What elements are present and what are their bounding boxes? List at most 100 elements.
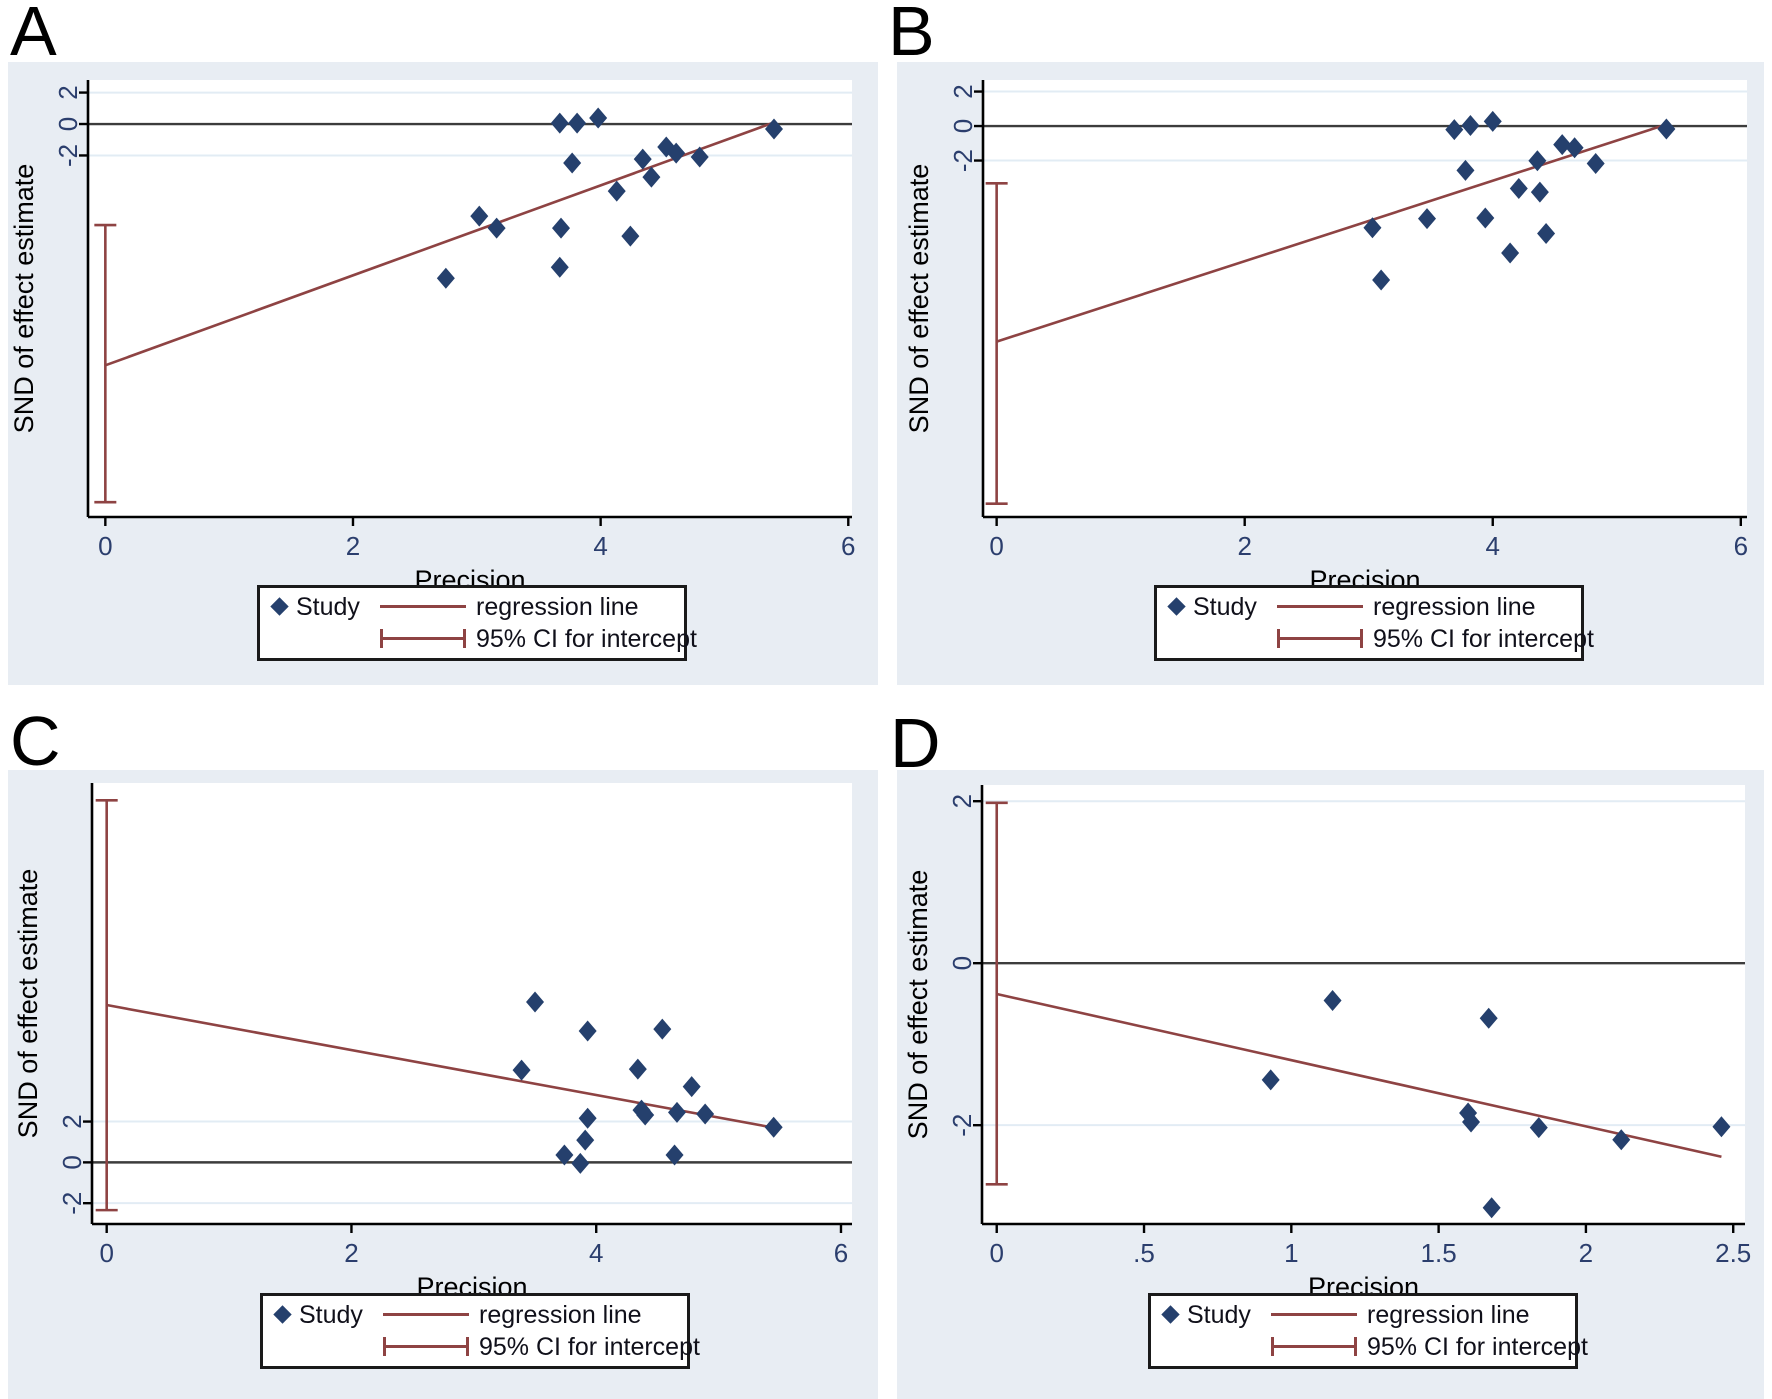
- svg-text:0: 0: [57, 1155, 87, 1169]
- study-point-marker: [576, 1129, 595, 1151]
- svg-text:0: 0: [53, 117, 83, 131]
- study-point-marker: [526, 991, 545, 1013]
- legend-regression-label: regression line: [1367, 1301, 1530, 1329]
- study-point-marker: [1612, 1129, 1631, 1151]
- panel-label-a: A: [10, 0, 57, 70]
- gridlines: [92, 1120, 852, 1205]
- regression-line-icon: [380, 605, 466, 608]
- study-point-marker: [555, 1144, 574, 1166]
- study-points: [436, 107, 783, 289]
- axes: [980, 785, 1745, 1226]
- panel-a-legend: Study regression line 95% CI for interce…: [257, 585, 697, 661]
- legend-study-label: Study: [299, 1301, 363, 1329]
- study-point-marker: [665, 1144, 684, 1166]
- study-point-marker: [607, 180, 626, 202]
- regression-line: [106, 1003, 774, 1129]
- ci-for-intercept-bar: [94, 223, 117, 504]
- tick-marks: [974, 90, 1742, 526]
- study-point-marker: [487, 217, 506, 239]
- svg-text:2: 2: [948, 84, 978, 98]
- regression-line-icon: [1277, 605, 1363, 608]
- study-point-marker: [1462, 1111, 1481, 1133]
- svg-text:-2: -2: [948, 149, 978, 172]
- ci-interval-icon: [1271, 1337, 1357, 1356]
- plot-background: [983, 80, 1747, 517]
- study-point-marker: [1476, 207, 1495, 229]
- study-point-marker: [1528, 150, 1547, 172]
- study-point-marker: [628, 1058, 647, 1080]
- study-point-marker: [552, 217, 571, 239]
- study-point-marker: [578, 1107, 597, 1129]
- svg-text:2: 2: [57, 1114, 87, 1128]
- plot-background: [982, 785, 1745, 1224]
- plot-background: [92, 783, 852, 1224]
- study-points: [512, 991, 783, 1174]
- axes: [90, 783, 852, 1226]
- study-points: [1261, 989, 1731, 1219]
- study-point-marker: [550, 256, 569, 278]
- panel-label-c: C: [10, 702, 61, 780]
- svg-text:2: 2: [53, 85, 83, 99]
- study-point-marker: [1456, 159, 1475, 181]
- svg-text:2: 2: [1579, 1238, 1593, 1268]
- study-point-marker: [653, 1018, 672, 1040]
- panel-label-d: D: [890, 704, 941, 782]
- regression-line-icon: [1271, 1313, 1357, 1316]
- tick-labels: 0 2 4 6 2 0 -2: [53, 85, 856, 561]
- svg-text:0: 0: [947, 956, 977, 970]
- panel-b: 0 2 4 6 2 0 -2 Precision SND of effect estimate …: [897, 62, 1764, 685]
- study-point-marker: [657, 136, 676, 158]
- legend-row: Study regression line: [1157, 590, 1581, 624]
- axes: [86, 80, 852, 519]
- gridlines: [983, 90, 1747, 162]
- study-point-marker: [1537, 222, 1556, 244]
- study-point-marker: [764, 118, 783, 140]
- study-point-marker: [550, 112, 569, 134]
- y-axis-title: SND of effect estimate: [9, 164, 39, 434]
- svg-text:1: 1: [1284, 1238, 1298, 1268]
- panel-c: 0 2 4 6 2 0 -2 Precision SND of effect estimate …: [8, 770, 878, 1399]
- legend-study-label: Study: [1193, 593, 1257, 621]
- study-point-marker: [563, 152, 582, 174]
- regression-line: [996, 123, 1666, 343]
- svg-text:2: 2: [1237, 531, 1251, 561]
- svg-text:4: 4: [593, 531, 607, 561]
- svg-text:4: 4: [589, 1238, 603, 1268]
- study-point-marker: [1509, 177, 1528, 199]
- study-point-marker: [642, 166, 661, 188]
- study-point-marker: [1323, 989, 1342, 1011]
- panel-d: 0.5 1 1.5 2 2.5 2 0 -2 Precision SND of effect es…: [897, 770, 1764, 1399]
- study-point-marker: [1445, 119, 1464, 141]
- svg-text:2: 2: [947, 794, 977, 808]
- study-point-marker: [1363, 217, 1382, 239]
- svg-text:0: 0: [948, 119, 978, 133]
- study-point-marker: [682, 1076, 701, 1098]
- ci-interval-icon: [383, 1337, 469, 1356]
- regression-line: [996, 992, 1722, 1159]
- study-marker-icon: [1161, 1305, 1180, 1324]
- study-point-marker: [667, 1101, 686, 1123]
- legend-regression-label: regression line: [476, 593, 639, 621]
- study-point-marker: [1261, 1069, 1280, 1091]
- study-point-marker: [589, 107, 608, 129]
- study-marker-icon: [270, 597, 289, 616]
- svg-text:2: 2: [346, 531, 360, 561]
- plot-background: [88, 80, 852, 517]
- study-point-marker: [1418, 208, 1437, 230]
- legend-ci-label: 95% CI for intercept: [476, 625, 697, 653]
- legend-row: Study regression line: [260, 590, 684, 624]
- legend-regression-label: regression line: [479, 1301, 642, 1329]
- svg-text:6: 6: [1734, 531, 1748, 561]
- study-point-marker: [1529, 1117, 1548, 1139]
- panel-a: 0 2 4 6 2 0 -2 Precision SND of effect estimate …: [8, 62, 878, 685]
- study-point-marker: [1501, 242, 1520, 264]
- ci-interval-icon: [380, 629, 466, 648]
- tick-marks: [973, 799, 1735, 1233]
- study-point-marker: [436, 267, 455, 289]
- tick-labels: 0 2 4 6 2 0 -2: [57, 1114, 848, 1268]
- study-point-marker: [696, 1103, 715, 1125]
- y-axis-title: SND of effect estimate: [903, 870, 933, 1140]
- gridlines: [982, 800, 1745, 1127]
